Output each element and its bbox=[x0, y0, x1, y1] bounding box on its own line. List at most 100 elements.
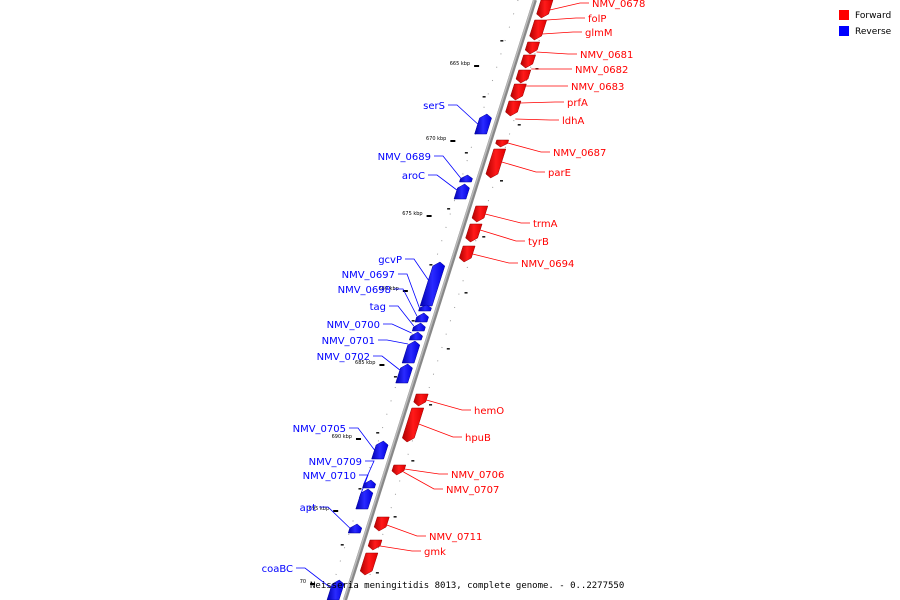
gene-label-trma: trmA bbox=[533, 219, 558, 230]
scale-tick bbox=[429, 404, 433, 406]
leader-line bbox=[428, 174, 458, 191]
leader-line bbox=[485, 213, 530, 224]
scale-tick bbox=[446, 348, 450, 350]
reverse-gene bbox=[355, 488, 374, 510]
reverse-gene bbox=[395, 363, 413, 384]
kbp-marker-label: 690 kbp bbox=[332, 434, 352, 440]
reverse-gene bbox=[371, 440, 389, 460]
gene-label-hpub: hpuB bbox=[465, 433, 491, 444]
gene-label-leaders bbox=[296, 2, 589, 589]
gene-label-nmv-0701: NMV_0701 bbox=[322, 336, 375, 347]
gene-label-nmv-0694: NMV_0694 bbox=[521, 259, 574, 270]
gene-features bbox=[326, 0, 554, 600]
kbp-marker-label: 665 kbp bbox=[450, 61, 470, 67]
gene-label-nmv-0707: NMV_0707 bbox=[446, 485, 499, 496]
scale-tick bbox=[376, 432, 380, 434]
kbp-tick bbox=[426, 215, 432, 217]
gene-label-nmv-0700: NMV_0700 bbox=[327, 320, 380, 331]
leader-line bbox=[319, 506, 351, 529]
gene-label-apt: apt bbox=[300, 503, 316, 514]
legend-reverse-label: Reverse bbox=[855, 27, 892, 37]
kbp-tick bbox=[379, 364, 385, 366]
kbp-tick bbox=[333, 510, 339, 512]
leader-line bbox=[389, 305, 415, 327]
scale-tick bbox=[411, 320, 415, 322]
leader-line bbox=[349, 427, 375, 451]
leader-line bbox=[403, 471, 443, 490]
leader-line bbox=[536, 51, 577, 55]
kbp-marker-label: 685 kbp bbox=[355, 360, 375, 366]
forward-gene bbox=[524, 41, 541, 55]
kbp-marker-label: 670 kbp bbox=[426, 136, 446, 142]
reverse-gene bbox=[401, 340, 421, 364]
leader-line bbox=[480, 229, 525, 242]
legend-forward-label: Forward bbox=[855, 11, 891, 21]
scale-tick bbox=[429, 264, 433, 266]
scale-tick bbox=[500, 40, 504, 42]
leader-line bbox=[546, 17, 585, 21]
gene-label-tag: tag bbox=[370, 302, 386, 313]
scale-tick bbox=[500, 180, 503, 182]
scale-tick bbox=[375, 572, 379, 574]
kbp-marker-label: 675 kbp bbox=[402, 211, 422, 217]
scale-tick bbox=[482, 236, 486, 238]
reverse-gene bbox=[419, 261, 446, 307]
leader-line bbox=[363, 460, 375, 485]
genome-backbone bbox=[327, 0, 553, 600]
gene-label-nmv-0702: NMV_0702 bbox=[317, 352, 370, 363]
gene-label-nmv-0687: NMV_0687 bbox=[553, 148, 606, 159]
forward-gene bbox=[413, 393, 429, 407]
leader-line bbox=[373, 355, 401, 371]
forward-gene bbox=[536, 0, 554, 19]
gene-label-nmv-0683: NMV_0683 bbox=[571, 82, 624, 93]
leader-line bbox=[448, 104, 479, 125]
scale-tick bbox=[517, 124, 521, 126]
gene-label-folp: folP bbox=[588, 14, 606, 25]
forward-gene bbox=[359, 552, 379, 576]
leader-line bbox=[472, 253, 518, 264]
gene-label-nmv-0706: NMV_0706 bbox=[451, 470, 504, 481]
scale-tick bbox=[464, 152, 468, 154]
leader-line bbox=[404, 468, 448, 475]
leader-line bbox=[501, 161, 545, 173]
reverse-gene bbox=[347, 523, 363, 534]
leader-line bbox=[383, 323, 412, 334]
forward-gene bbox=[529, 19, 548, 41]
kbp-tick bbox=[355, 438, 361, 440]
reverse-gene bbox=[459, 174, 473, 183]
gene-label-nmv-0682: NMV_0682 bbox=[575, 65, 628, 76]
legend-forward-swatch bbox=[839, 10, 849, 20]
leader-line bbox=[515, 118, 559, 121]
reverse-gene bbox=[362, 479, 376, 489]
leader-line bbox=[394, 288, 418, 317]
gene-label-nmv-0697: NMV_0697 bbox=[342, 270, 395, 281]
forward-gene bbox=[471, 205, 489, 223]
forward-gene bbox=[495, 139, 510, 148]
reverse-gene bbox=[453, 183, 470, 200]
forward-gene bbox=[465, 223, 483, 243]
legend-reverse-swatch bbox=[839, 26, 849, 36]
gene-label-nmv-0681: NMV_0681 bbox=[580, 50, 633, 61]
leader-line bbox=[378, 339, 409, 345]
scale-tick bbox=[393, 376, 397, 378]
kbp-marker-label: 70 bbox=[300, 579, 306, 585]
leader-line bbox=[380, 545, 421, 552]
gene-label-glmm: glmM bbox=[585, 28, 613, 39]
forward-gene bbox=[520, 54, 536, 69]
gene-label-nmv-0698: NMV_0698 bbox=[338, 285, 391, 296]
kbp-marker-label: 695 kbp bbox=[309, 506, 329, 512]
legend: Forward Reverse bbox=[839, 10, 892, 37]
forward-gene bbox=[485, 148, 507, 179]
kbp-tick bbox=[402, 290, 408, 292]
leader-line bbox=[418, 423, 462, 438]
gene-label-pare: parE bbox=[548, 168, 571, 179]
gene-label-gmk: gmk bbox=[424, 547, 446, 558]
leader-line bbox=[549, 2, 589, 11]
leader-line bbox=[507, 142, 550, 153]
forward-gene bbox=[373, 516, 390, 532]
leader-line bbox=[434, 155, 461, 179]
scale-tick bbox=[447, 208, 451, 210]
gene-label-hemo: hemO bbox=[474, 406, 504, 417]
reverse-gene bbox=[408, 331, 423, 341]
